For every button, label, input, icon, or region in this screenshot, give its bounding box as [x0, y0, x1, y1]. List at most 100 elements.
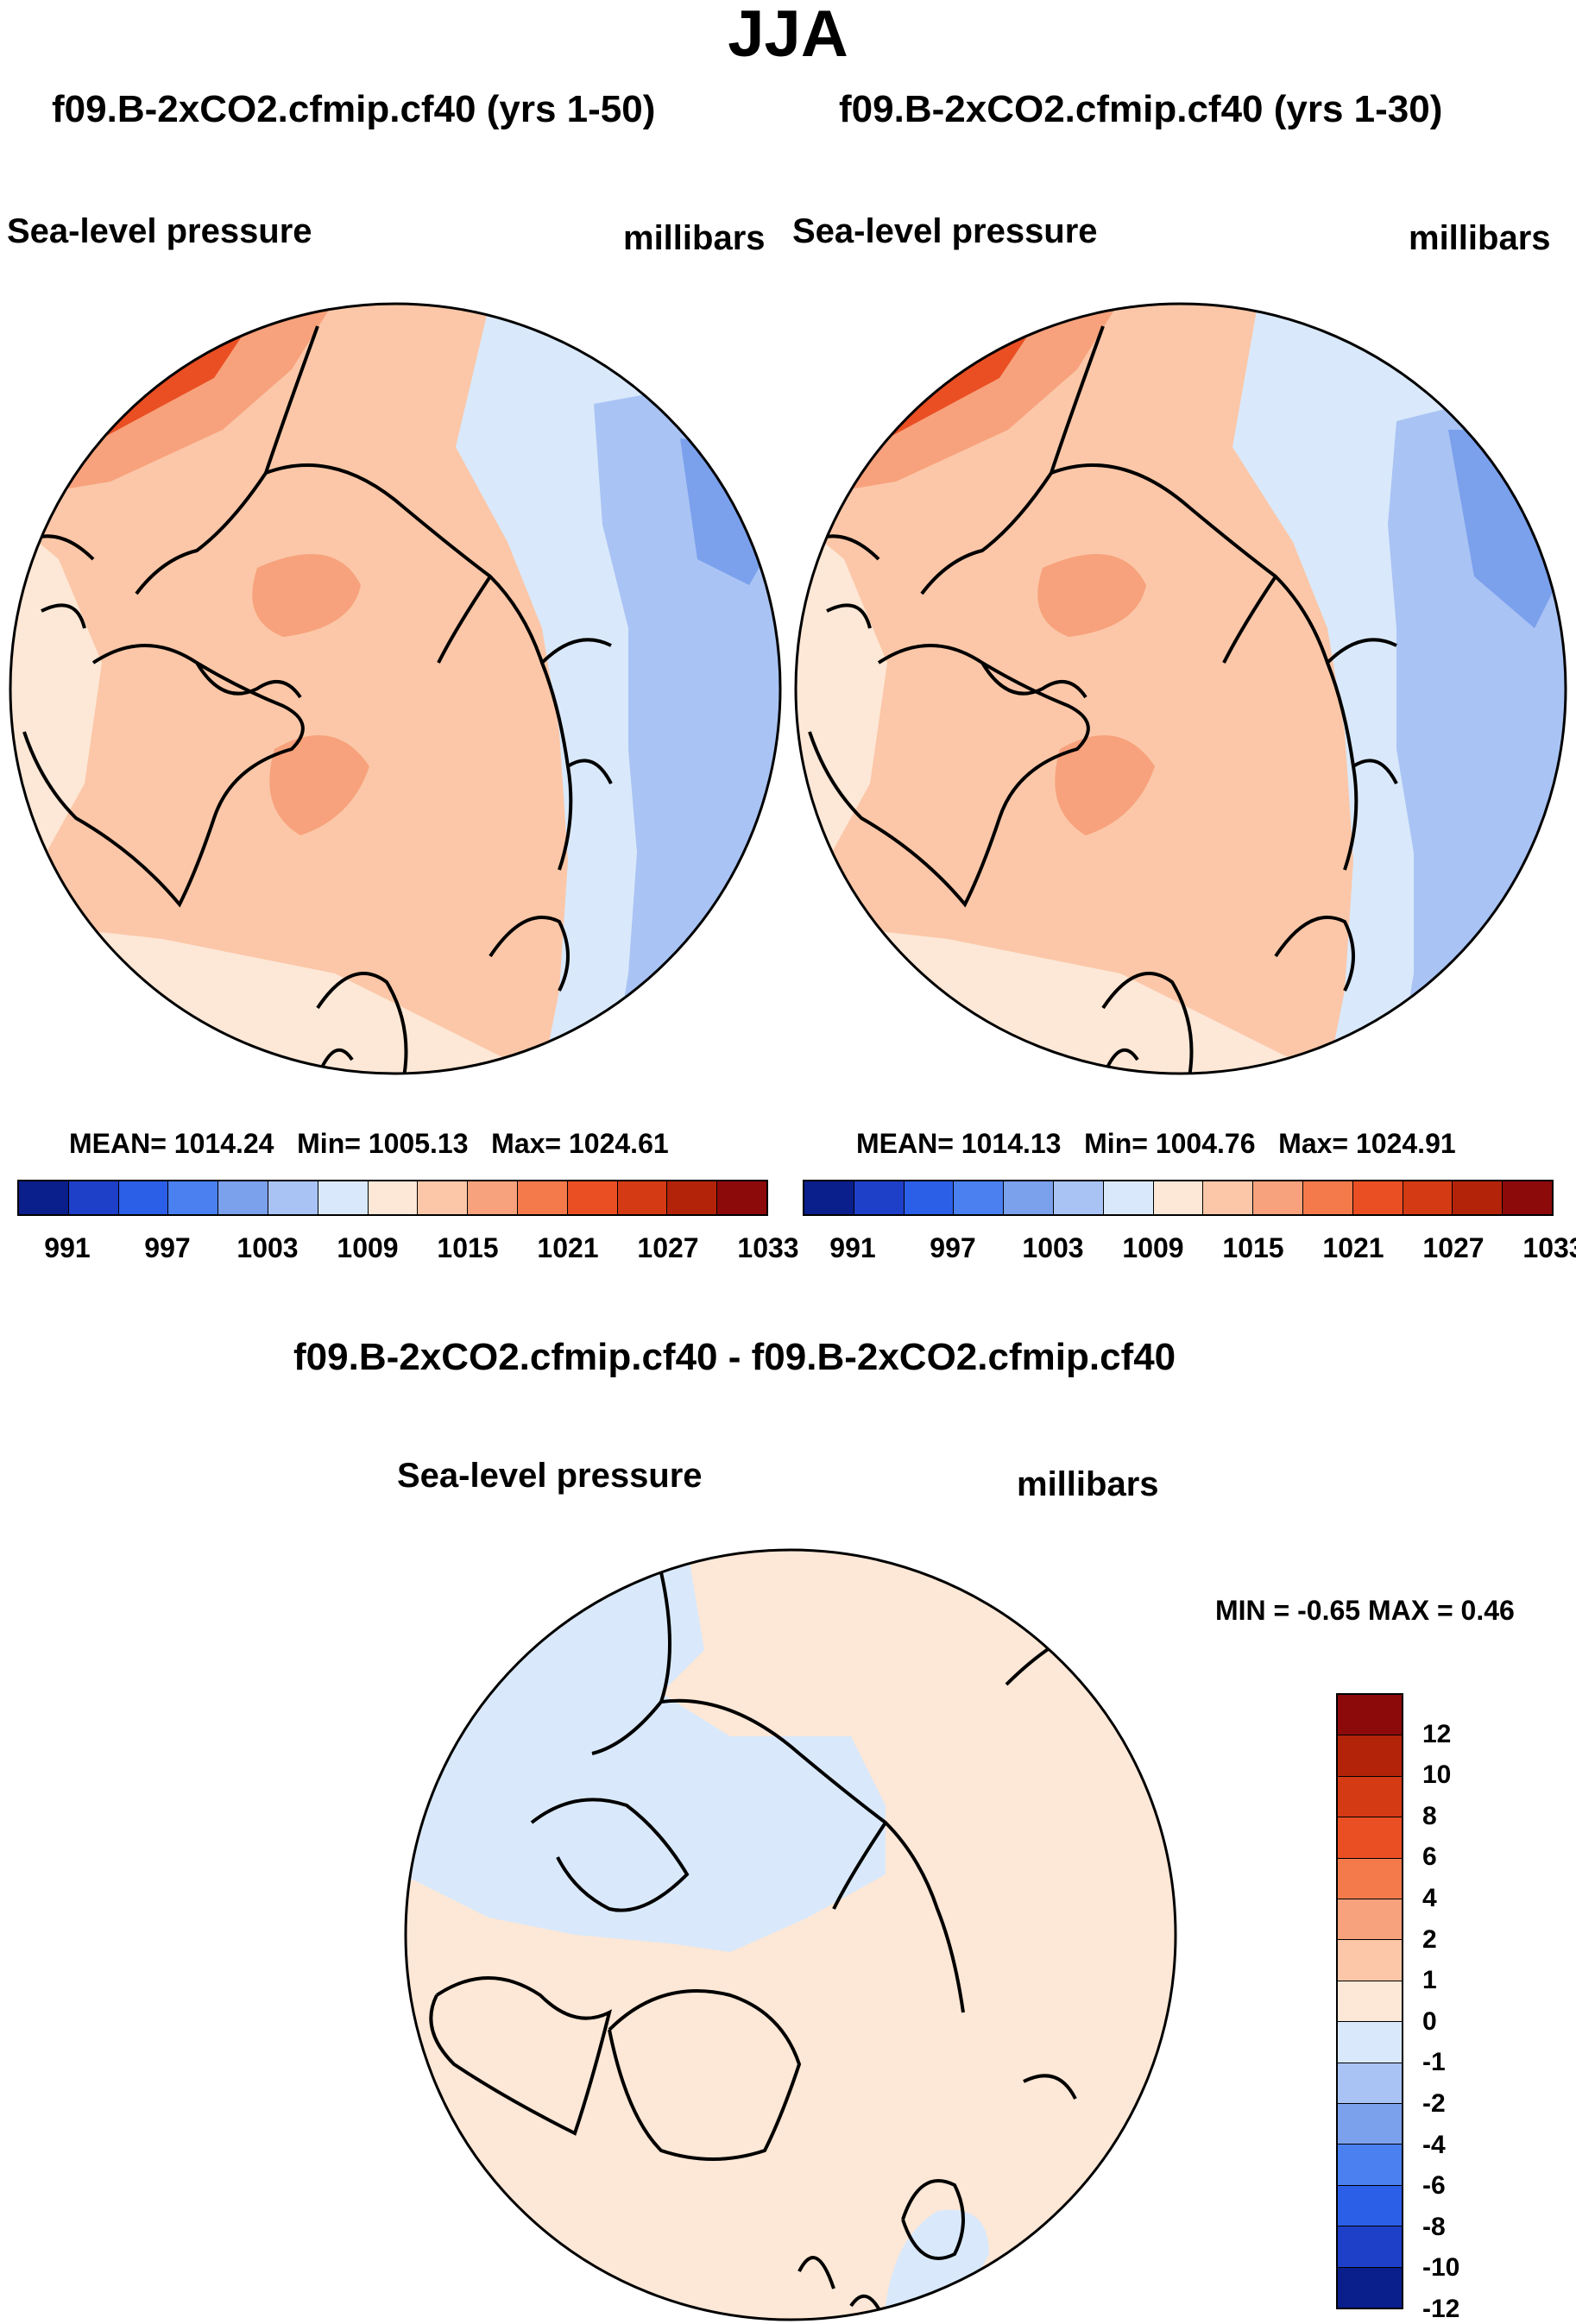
colorbar-swatch [368, 1181, 419, 1214]
panel1-greenland-high [269, 735, 369, 835]
colorbar-swatch [1338, 1776, 1402, 1818]
colorbar-tick-label: 1 [1422, 1966, 1437, 1995]
colorbar-tick-label: 1009 [1122, 1232, 1184, 1263]
panel2-units: millibars [1409, 219, 1551, 257]
colorbar-tick-label: 1027 [637, 1232, 699, 1263]
diff-coastlines [429, 1571, 1077, 2320]
colorbar-tick-label: -4 [1422, 2130, 1446, 2159]
colorbar-swatch [1338, 1858, 1402, 1900]
colorbar-swatch [1403, 1181, 1453, 1214]
panel1-stats: MEAN= 1014.24 Min= 1005.13 Max= 1024.61 [69, 1128, 669, 1159]
panel1-units: millibars [623, 219, 766, 257]
panel1-field-label: Sea-level pressure [7, 212, 312, 250]
panel2-coastlines [808, 325, 1398, 1074]
colorbar-tick-label: 4 [1422, 1884, 1437, 1912]
panel2-case-title: f09.B-2xCO2.cfmip.cf40 (yrs 1-30) [839, 88, 1443, 130]
colorbar-swatch [1053, 1181, 1104, 1214]
panel2-field-label: Sea-level pressure [792, 212, 1098, 250]
colorbar-tick-label: 997 [930, 1232, 976, 1263]
colorbar-tick-label: 991 [829, 1232, 876, 1263]
colorbar-swatch [1338, 2267, 1402, 2308]
colorbar-swatch [1338, 2022, 1402, 2063]
colorbar-swatch [1203, 1181, 1254, 1214]
panel1-polar-map [9, 302, 782, 1075]
colorbar-swatch [1338, 2104, 1402, 2145]
colorbar-swatch [118, 1181, 169, 1214]
colorbar-swatch [1352, 1181, 1403, 1214]
colorbar-swatch [617, 1181, 668, 1214]
colorbar-tick-label: 8 [1422, 1801, 1437, 1830]
colorbar-tick-label: 997 [144, 1232, 191, 1263]
colorbar-tick-label: -6 [1422, 2171, 1446, 2201]
colorbar-tick-label: 1003 [236, 1232, 299, 1263]
colorbar-swatch [1302, 1181, 1353, 1214]
colorbar-swatch [567, 1181, 618, 1214]
panel2-polar-map [794, 302, 1567, 1075]
colorbar-tick-label: 2 [1422, 1924, 1437, 1954]
diff-minmax: MIN = -0.65 MAX = 0.46 [1215, 1595, 1515, 1626]
panel1-coastlines [22, 325, 613, 1074]
panel2-mean: 1014.13 [961, 1128, 1062, 1159]
colorbar-tick-label: 1027 [1422, 1232, 1485, 1263]
colorbar-tick-label: -8 [1422, 2212, 1446, 2241]
colorbar-tick-label: 0 [1422, 2006, 1437, 2036]
colorbar-tick-label: 6 [1422, 1842, 1437, 1872]
diff-colorbar [1336, 1693, 1403, 2309]
colorbar-swatch [517, 1181, 568, 1214]
diff-polar-map [404, 1548, 1177, 2321]
colorbar-swatch [1338, 2185, 1402, 2227]
diff-colorbar-ticks: 12 10 8 6 4 2 1 0 -1 -2 -4 -6 -8 -10 -12 [1422, 1693, 1526, 2323]
colorbar-tick-label: 1015 [437, 1232, 499, 1263]
panel1-mean: 1014.24 [173, 1128, 274, 1159]
colorbar-swatch [318, 1181, 369, 1214]
colorbar-swatch [717, 1181, 766, 1214]
colorbar-swatch [168, 1181, 219, 1214]
colorbar-swatch [1103, 1181, 1154, 1214]
colorbar-swatch [1153, 1181, 1204, 1214]
colorbar-swatch [1338, 1940, 1402, 1981]
colorbar-swatch [904, 1181, 955, 1214]
colorbar-tick-label: -1 [1422, 2048, 1446, 2077]
colorbar-swatch [954, 1181, 1005, 1214]
colorbar-tick-label: 1033 [737, 1232, 799, 1263]
figure-title: JJA [728, 0, 848, 71]
colorbar-swatch [1338, 2226, 1402, 2268]
colorbar-swatch [854, 1181, 905, 1214]
colorbar-tick-label: 1015 [1222, 1232, 1284, 1263]
colorbar-swatch [1338, 2145, 1402, 2186]
colorbar-swatch [1338, 1695, 1402, 1736]
colorbar-swatch [667, 1181, 718, 1214]
colorbar-tick-label: 1009 [337, 1232, 399, 1263]
colorbar-tick-label: 10 [1422, 1760, 1452, 1790]
panel1-colorbar [17, 1180, 768, 1216]
colorbar-tick-label: 1021 [1322, 1232, 1384, 1263]
colorbar-tick-label: -12 [1422, 2295, 1460, 2323]
colorbar-tick-label: 1021 [537, 1232, 599, 1263]
colorbar-swatch [1453, 1181, 1504, 1214]
colorbar-tick-label: 991 [44, 1232, 91, 1263]
diff-field-label: Sea-level pressure [397, 1457, 703, 1495]
colorbar-swatch [68, 1181, 119, 1214]
panel2-min: 1004.76 [1155, 1128, 1256, 1159]
colorbar-swatch [468, 1181, 518, 1214]
panel2-low-band-west [796, 516, 887, 887]
panel2-colorbar [803, 1180, 1554, 1216]
diff-title: f09.B-2xCO2.cfmip.cf40 - f09.B-2xCO2.cfm… [293, 1336, 1176, 1378]
panel2-max: 1024.91 [1355, 1128, 1456, 1159]
panel2-colorbar-ticks: 991 997 1003 1009 1015 1021 1027 1033 [803, 1232, 1576, 1267]
panel2-arctic-center-high [1037, 554, 1146, 637]
panel2-stats: MEAN= 1014.13 Min= 1004.76 Max= 1024.91 [856, 1128, 1456, 1159]
colorbar-swatch [1338, 2063, 1402, 2105]
colorbar-swatch [1338, 1899, 1402, 1941]
panel2-greenland-high [1055, 735, 1155, 835]
colorbar-swatch [418, 1181, 469, 1214]
colorbar-tick-label: 1003 [1022, 1232, 1084, 1263]
colorbar-swatch [1338, 1735, 1402, 1777]
panel1-arctic-center-high [252, 554, 361, 637]
colorbar-tick-label: 12 [1422, 1719, 1452, 1748]
colorbar-swatch [218, 1181, 268, 1214]
colorbar-tick-label: -2 [1422, 2089, 1446, 2118]
colorbar-swatch [1004, 1181, 1054, 1214]
colorbar-swatch [1503, 1181, 1552, 1214]
colorbar-swatch [1338, 1817, 1402, 1859]
